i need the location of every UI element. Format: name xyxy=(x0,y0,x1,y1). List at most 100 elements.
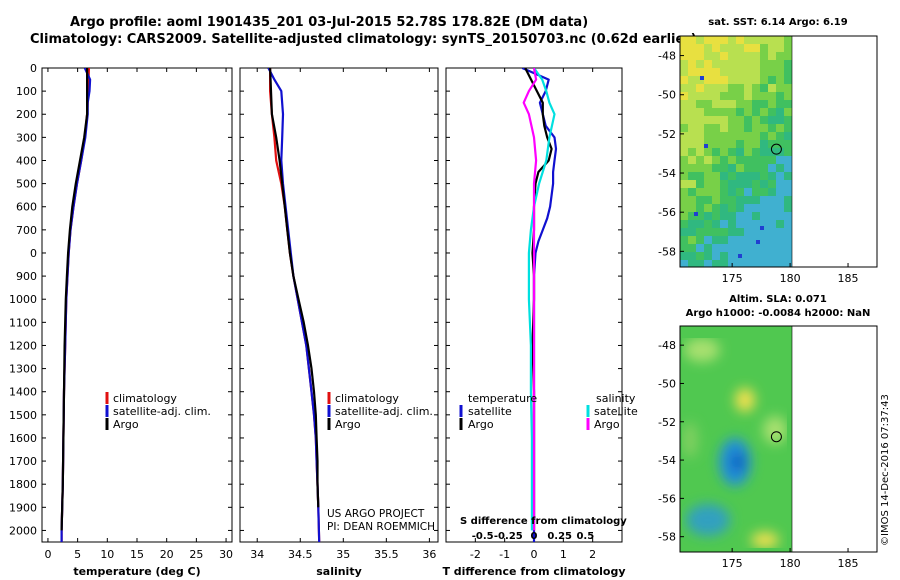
s-diff-tick-label: -0.5 xyxy=(472,531,494,542)
sst-cell xyxy=(752,140,760,148)
sst-cell xyxy=(784,36,792,44)
sst-cell xyxy=(728,196,736,204)
sst-cell xyxy=(776,84,784,92)
series-line-salinity-argo xyxy=(522,68,538,531)
sst-cell xyxy=(688,212,696,220)
sst-cell xyxy=(736,188,744,196)
sst-cell xyxy=(736,124,744,132)
sst-cell xyxy=(688,44,696,52)
sst-cell xyxy=(720,68,728,76)
sst-cell xyxy=(720,188,728,196)
sst-cell xyxy=(760,228,768,236)
sst-cell xyxy=(744,204,752,212)
argo-float-marker xyxy=(770,431,782,443)
sst-cell xyxy=(696,204,704,212)
sst-cell xyxy=(704,220,712,228)
sst-cell xyxy=(752,68,760,76)
sst-cell xyxy=(704,180,712,188)
sst-cell xyxy=(728,148,736,156)
sst-cell xyxy=(712,84,720,92)
sst-cell xyxy=(768,156,776,164)
sst-cell xyxy=(704,76,712,84)
sst-cell xyxy=(760,212,768,220)
legend-label-satellite-s: satellite-adj. clim. xyxy=(335,405,433,418)
sst-cell xyxy=(752,60,760,68)
sst-cell xyxy=(720,132,728,140)
sst-cell xyxy=(712,140,720,148)
sst-cell xyxy=(704,92,712,100)
sst-cell xyxy=(784,212,792,220)
sst-cell xyxy=(768,212,776,220)
sst-cell xyxy=(704,236,712,244)
sst-cell xyxy=(736,196,744,204)
sst-cell xyxy=(680,124,688,132)
sst-cell xyxy=(784,188,792,196)
sst-cell xyxy=(768,60,776,68)
sst-cell-low xyxy=(760,226,764,230)
sst-cell xyxy=(768,196,776,204)
sst-cell xyxy=(752,164,760,172)
sst-cell xyxy=(720,124,728,132)
sst-cell xyxy=(728,156,736,164)
x-tick-label-difference: 1 xyxy=(560,548,567,561)
sst-cell xyxy=(688,260,696,267)
plot-frame-temperature xyxy=(41,67,233,543)
sst-cell xyxy=(712,124,720,132)
sst-cell xyxy=(784,156,792,164)
sst-cell xyxy=(712,188,720,196)
sst-cell xyxy=(728,212,736,220)
sst-cell xyxy=(752,244,760,252)
sst-cell xyxy=(768,204,776,212)
sst-cell xyxy=(744,188,752,196)
sst-cell-low xyxy=(704,144,708,148)
sst-cell xyxy=(688,84,696,92)
sst-cell xyxy=(752,172,760,180)
sst-cell xyxy=(760,236,768,244)
sst-cell xyxy=(736,68,744,76)
sst-cell xyxy=(744,52,752,60)
sst-cell xyxy=(768,140,776,148)
sst-cell xyxy=(712,108,720,116)
sst-cell xyxy=(704,212,712,220)
sst-cell xyxy=(728,236,736,244)
series-group-salinity xyxy=(267,68,321,542)
sst-cell xyxy=(680,132,688,140)
sst-cell xyxy=(704,204,712,212)
sst-cell xyxy=(752,260,760,267)
sst-cell xyxy=(784,244,792,252)
sst-cell xyxy=(768,164,776,172)
sst-cell xyxy=(760,52,768,60)
sst-cell xyxy=(704,44,712,52)
sst-cell xyxy=(704,124,712,132)
sst-cell xyxy=(720,108,728,116)
x-tick-label-difference: -1 xyxy=(499,548,510,561)
sst-cell xyxy=(680,100,688,108)
map-x-tick-label: 180 xyxy=(780,272,801,285)
sst-cell xyxy=(736,132,744,140)
y-tick-label: 900 xyxy=(16,270,37,283)
sst-cell xyxy=(688,76,696,84)
sst-cell xyxy=(704,260,712,267)
sst-cell xyxy=(736,260,744,267)
sst-cell xyxy=(688,188,696,196)
sst-cell xyxy=(744,164,752,172)
sst-cell xyxy=(736,180,744,188)
sst-cell xyxy=(680,140,688,148)
sst-cell xyxy=(776,140,784,148)
sst-cell xyxy=(752,36,760,44)
sst-cell xyxy=(688,236,696,244)
sst-cell xyxy=(784,260,792,267)
sst-cell xyxy=(768,52,776,60)
legend-label-t-argo: Argo xyxy=(468,418,494,431)
sst-cell xyxy=(704,196,712,204)
sst-cell xyxy=(688,220,696,228)
x-axis-label-difference: T difference from climatology xyxy=(442,565,625,578)
x-tick-label-difference: -2 xyxy=(470,548,481,561)
sst-cell xyxy=(768,116,776,124)
sst-cell xyxy=(736,36,744,44)
y-tick-label: 1500 xyxy=(9,409,37,422)
y-tick-label: 1100 xyxy=(9,316,37,329)
sst-cell xyxy=(744,252,752,260)
sst-cell xyxy=(768,244,776,252)
